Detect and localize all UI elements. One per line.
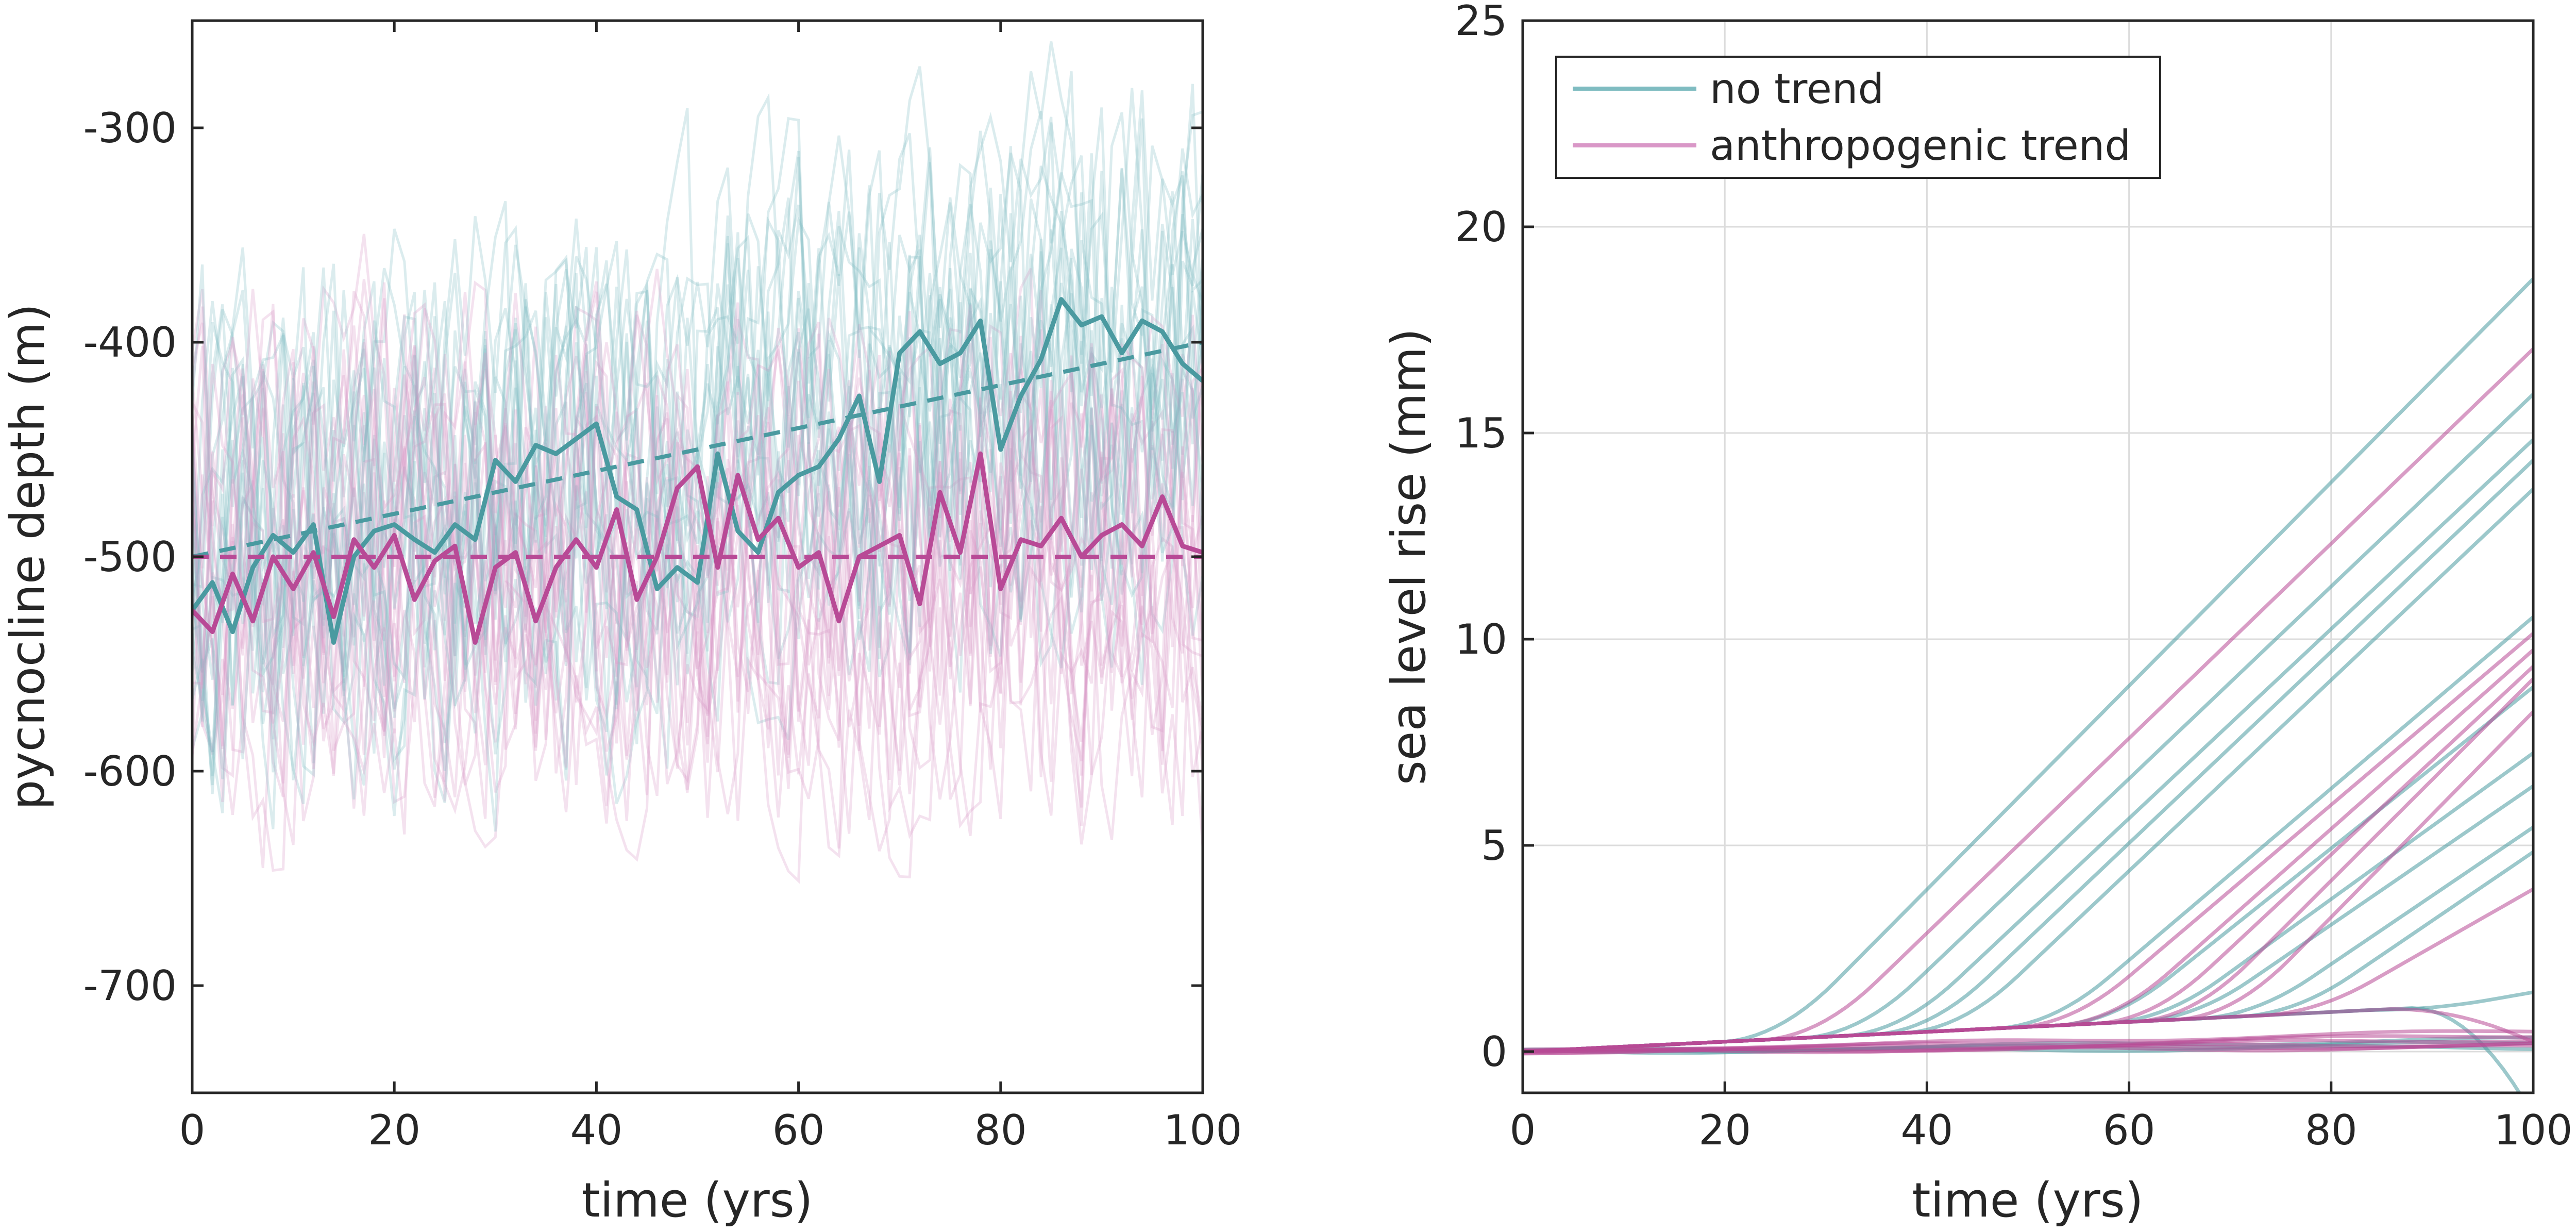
right-curve-anthropogenic-trend (1523, 1043, 2533, 1055)
left-background-line-trend (192, 268, 1203, 784)
left-x-tick-label: 60 (772, 1106, 825, 1154)
right-y-tick-label: 25 (1455, 0, 1507, 45)
right-x-tick-label: 40 (1901, 1106, 1954, 1154)
left-x-tick-label: 20 (368, 1106, 420, 1154)
left-background-line-trend (192, 282, 1203, 837)
left-background-line-no-trend (192, 173, 1203, 750)
left-y-tick-label: -600 (83, 747, 177, 795)
left-background-line-trend (192, 290, 1203, 849)
left-background-line-no-trend (192, 90, 1203, 776)
right-x-tick-label: 80 (2305, 1106, 2358, 1154)
left-background-line-no-trend (192, 204, 1203, 781)
left-background-line-no-trend (192, 110, 1203, 817)
left-y-tick-label: -500 (83, 533, 177, 581)
right-x-tick-label: 0 (1510, 1106, 1536, 1154)
left-x-tick-label: 80 (974, 1106, 1027, 1154)
legend-label-no-trend: no trend (1710, 65, 1884, 113)
left-background-line-no-trend (192, 147, 1203, 829)
right-chart: 0 20 40 60 80 100 0 5 10 15 20 25 time (yrs) sea le… (1381, 0, 2572, 1228)
left-background-line-no-trend (192, 145, 1203, 724)
left-background-line-no-trend (192, 112, 1203, 685)
left-background-line-trend (192, 325, 1203, 884)
left-x-tick-label: 0 (179, 1106, 206, 1154)
left-background-line-no-trend (192, 41, 1203, 805)
left-background-line-trend (192, 329, 1203, 872)
left-y-axis-label: pycnocline depth (m) (0, 304, 55, 810)
left-y-tick-label: -700 (83, 962, 177, 1010)
right-ensemble-series (1523, 277, 2533, 1093)
legend: no trend anthropogenic trend (1555, 56, 2161, 179)
left-ticks: 0 20 40 60 80 100 -700 -600 -500 -400 -300 (83, 21, 1242, 1154)
left-background-line-trend (192, 302, 1203, 821)
right-y-tick-label: 0 (1481, 1028, 1507, 1076)
left-background-line-trend (192, 279, 1203, 793)
left-trend-line-2 (192, 340, 1203, 559)
right-x-tick-label: 100 (2494, 1106, 2573, 1154)
left-x-tick-label: 100 (1164, 1106, 1242, 1154)
left-chart: 0 20 40 60 80 100 -700 -600 -500 -400 -300 time (y… (0, 19, 1242, 1228)
left-highlight-series (192, 297, 1203, 645)
left-highlight-line-1 (192, 451, 1203, 645)
right-y-axis-label: sea level rise (mm) (1381, 328, 1436, 785)
right-x-axis-label: time (yrs) (1912, 1173, 2143, 1228)
right-y-tick-label: 15 (1455, 409, 1507, 457)
right-y-tick-label: 10 (1455, 615, 1507, 663)
left-background-line-trend (192, 345, 1203, 879)
left-background-line-trend (192, 341, 1203, 847)
right-y-tick-label: 20 (1455, 203, 1507, 251)
right-axes-box (1521, 19, 2535, 1094)
right-y-tick-label: 5 (1481, 822, 1507, 870)
left-x-axis-label: time (yrs) (581, 1173, 813, 1228)
left-y-tick-label: -400 (83, 319, 177, 367)
right-curve-anthropogenic-trend (1523, 1007, 2533, 1054)
right-x-tick-label: 20 (1698, 1106, 1751, 1154)
legend-box (1555, 56, 2161, 179)
left-x-tick-label: 40 (570, 1106, 623, 1154)
left-y-tick-label: -300 (83, 104, 177, 152)
right-ticks: 0 20 40 60 80 100 0 5 10 15 20 25 (1455, 0, 2572, 1154)
left-background-line-no-trend (192, 229, 1203, 780)
left-background-line-trend (192, 304, 1203, 816)
legend-label-anthropogenic-trend: anthropogenic trend (1710, 122, 2131, 170)
left-background-line-trend (192, 319, 1203, 777)
right-x-tick-label: 60 (2103, 1106, 2156, 1154)
left-background-line-no-trend (192, 118, 1203, 800)
left-background-line-trend (192, 269, 1203, 758)
